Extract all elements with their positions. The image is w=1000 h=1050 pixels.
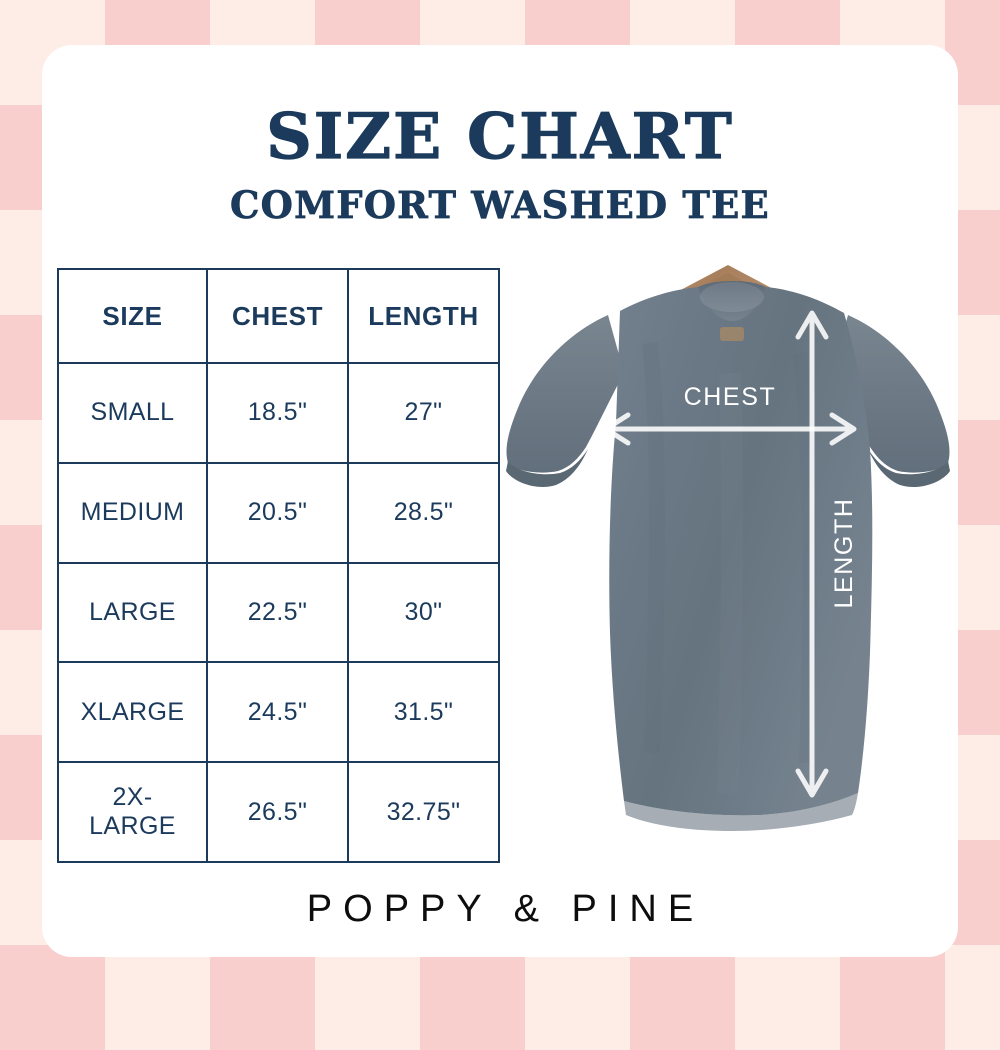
product-photo: CHEST LENGTH [500, 253, 958, 873]
table-row: SMALL 18.5" 27" [57, 362, 500, 464]
background-tile [630, 945, 735, 1050]
chest-label: CHEST [684, 383, 777, 411]
background-tile [0, 945, 105, 1050]
cell-chest: 20.5" [206, 461, 349, 564]
cell-length: 31.5" [347, 661, 500, 764]
column-header-chest: CHEST [206, 268, 349, 364]
table-header: SIZE CHEST LENGTH [57, 268, 500, 364]
cell-size-line1: 2X- [112, 782, 153, 811]
table-row: LARGE 22.5" 30" [57, 561, 500, 664]
table-header-row: SIZE CHEST LENGTH [57, 268, 500, 364]
column-header-size: SIZE [57, 268, 208, 364]
cell-length: 30" [347, 561, 500, 664]
tshirt-garment [506, 281, 950, 831]
cell-size: XLARGE [57, 661, 208, 764]
table-row: XLARGE 24.5" 31.5" [57, 661, 500, 764]
cell-size: 2X- LARGE [57, 761, 208, 863]
length-measurement-arrow [795, 310, 829, 798]
page-subtitle: COMFORT WASHED TEE [230, 183, 770, 227]
background-tile [735, 945, 840, 1050]
cell-size: LARGE [57, 561, 208, 664]
background-tile [945, 945, 1000, 1050]
cell-chest: 26.5" [206, 761, 349, 863]
background-tile [420, 945, 525, 1050]
cell-size: SMALL [57, 362, 208, 464]
background-tile [105, 945, 210, 1050]
cell-size: MEDIUM [57, 461, 208, 564]
brand-wordmark: POPPY & PINE [306, 888, 705, 930]
cell-length: 28.5" [347, 461, 500, 564]
background-tile [315, 945, 420, 1050]
cell-length: 27" [347, 362, 500, 464]
table-row: 2X- LARGE 26.5" 32.75" [57, 761, 500, 863]
length-label: LENGTH [830, 497, 858, 608]
table-row: MEDIUM 20.5" 28.5" [57, 461, 500, 564]
background-tile [840, 945, 945, 1050]
table-body: SMALL 18.5" 27" MEDIUM 20.5" 28.5" LARGE… [57, 362, 500, 863]
cell-chest: 18.5" [206, 362, 349, 464]
cell-size-line2: LARGE [89, 812, 176, 841]
column-header-length: LENGTH [347, 268, 500, 364]
background-tile [210, 945, 315, 1050]
cell-chest: 22.5" [206, 561, 349, 664]
page-title: SIZE CHART [266, 99, 734, 173]
cell-length: 32.75" [347, 761, 500, 863]
size-chart-table: SIZE CHEST LENGTH SMALL 18.5" 27" MEDIUM… [57, 268, 500, 863]
size-chart-card: SIZE CHART COMFORT WASHED TEE SIZE CHEST… [42, 45, 958, 957]
cell-chest: 24.5" [206, 661, 349, 764]
background-tile [525, 945, 630, 1050]
